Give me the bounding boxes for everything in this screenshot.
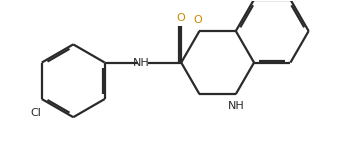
Text: NH: NH bbox=[228, 101, 244, 111]
Text: Cl: Cl bbox=[31, 108, 42, 118]
Text: NH: NH bbox=[133, 58, 149, 68]
Text: O: O bbox=[177, 12, 185, 22]
Text: O: O bbox=[193, 15, 202, 25]
